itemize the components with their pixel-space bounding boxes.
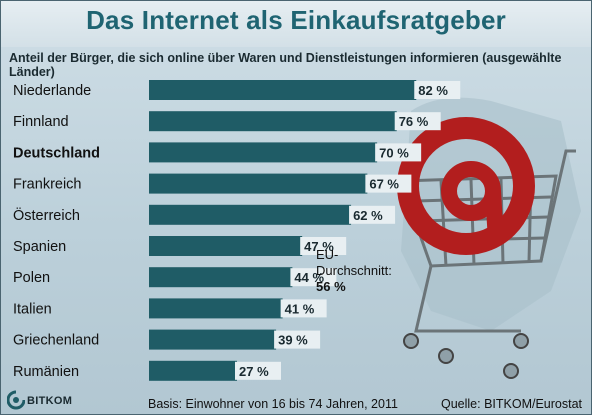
bar-7 [149,298,283,319]
category-label-2: Deutschland [13,145,100,161]
bar-1 [149,111,397,132]
source-note: Quelle: BITKOM/Eurostat [441,397,583,411]
value-label-7: 41 % [285,301,315,316]
eu-average-label-line1: EU- [316,247,339,262]
bar-3 [149,173,368,194]
bar-4 [149,204,352,225]
bar-8 [149,329,277,350]
shopping-cart-at-sign-icon [397,97,581,379]
eu-average-label-line2: Durchschnitt: [316,263,392,278]
category-label-6: Polen [13,270,50,286]
eu-average-annotation: EU- Durchschnitt: 56 % [316,247,392,295]
logo-text: BITKOM [27,395,73,407]
value-tab-0 [414,81,461,99]
value-label-1: 76 % [399,114,429,129]
value-label-6: 44 % [294,270,324,285]
bar-0 [149,80,417,100]
bitkom-logo: BITKOM [5,389,95,411]
value-tab-7 [280,299,327,318]
category-label-0: Niederlande [13,83,91,99]
value-tab-5 [300,237,347,255]
bar-9 [149,360,238,381]
page-title: Das Internet als Einkaufsratgeber [86,5,506,35]
category-label-5: Spanien [13,239,66,255]
chart-subtitle: Anteil der Bürger, die sich online über … [9,51,562,79]
bar-5 [149,236,303,256]
value-label-8: 39 % [278,333,308,348]
value-tab-3 [365,174,412,193]
value-tab-1 [394,112,441,131]
basis-note: Basis: Einwohner von 16 bis 74 Jahren, 2… [148,397,398,411]
value-tab-6 [290,268,337,287]
value-tab-8 [274,330,321,349]
title-band [1,1,591,47]
value-label-9: 27 % [239,364,269,379]
value-label-3: 67 % [369,177,399,192]
value-tab-2 [375,143,422,162]
bitkom-logo-icon [7,390,25,410]
eu-average-value: 56 % [316,279,346,294]
value-label-2: 70 % [379,145,409,160]
category-label-9: Rumänien [13,364,79,380]
bar-2 [149,142,378,163]
value-label-0: 82 % [418,83,448,98]
category-label-7: Italien [13,301,52,317]
category-label-3: Frankreich [13,177,82,193]
value-tab-9 [235,361,282,380]
value-label-5: 47 % [304,239,334,254]
category-label-4: Österreich [13,206,80,224]
category-label-8: Griechenland [13,333,99,349]
value-tab-4 [349,205,396,224]
bar-6 [149,267,293,288]
value-label-4: 62 % [353,208,383,223]
category-label-1: Finnland [13,114,69,130]
